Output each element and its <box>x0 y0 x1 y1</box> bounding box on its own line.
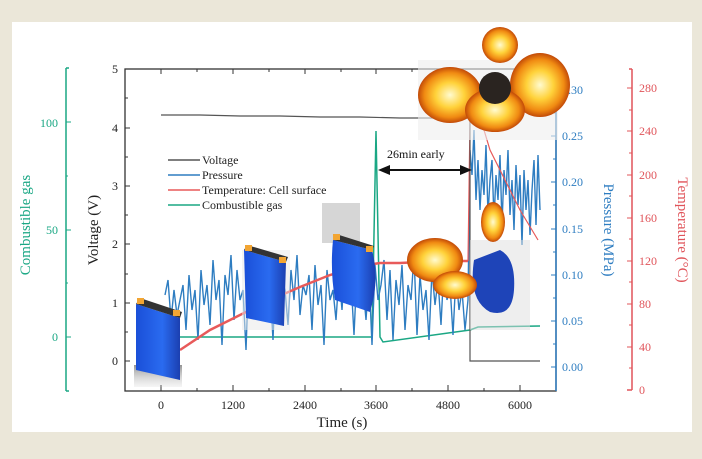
voltage-tick-4: 4 <box>112 121 118 135</box>
voltage-tick-1: 1 <box>112 296 118 310</box>
voltage-tick-3: 3 <box>112 179 118 193</box>
battery-cell-icon-4-burning <box>407 202 530 330</box>
annotation-text: 26min early <box>387 147 445 161</box>
temp-tick-200: 200 <box>639 168 657 182</box>
pressure-tick-005: 0.05 <box>562 314 583 328</box>
gas-tick-50: 50 <box>46 223 58 237</box>
temp-tick-160: 160 <box>639 211 657 225</box>
x-axis-title: Time (s) <box>317 415 368 431</box>
voltage-tick-5: 5 <box>112 62 118 76</box>
x-tick-1200: 1200 <box>221 398 245 412</box>
x-tick-6000: 6000 <box>508 398 532 412</box>
pressure-axis-title: Pressure (MPa) <box>600 184 616 277</box>
pressure-tick-0: 0.00 <box>562 360 583 374</box>
temp-tick-240: 240 <box>639 124 657 138</box>
temperature-axis-title: Temperature (°C) <box>674 177 690 282</box>
pressure-tick-015: 0.15 <box>562 222 583 236</box>
legend <box>168 159 200 206</box>
x-tick-3600: 3600 <box>364 398 388 412</box>
pressure-tick-020: 0.20 <box>562 175 583 189</box>
x-tick-2400: 2400 <box>293 398 317 412</box>
pressure-tick-010: 0.10 <box>562 268 583 282</box>
voltage-axis-title: Voltage (V) <box>86 195 102 265</box>
gas-tick-0: 0 <box>52 330 58 344</box>
gas-tick-100: 100 <box>40 116 58 130</box>
battery-cell-icon-1 <box>134 298 182 387</box>
temperature-axis <box>627 68 633 391</box>
x-tick-4800: 4800 <box>436 398 460 412</box>
gas-axis <box>65 67 71 392</box>
legend-temperature: Temperature: Cell surface <box>202 183 326 197</box>
battery-cell-icon-2 <box>242 245 290 330</box>
legend-gas: Combustible gas <box>202 198 283 212</box>
x-axis-ticks <box>160 69 521 391</box>
annotation-arrow <box>378 165 472 175</box>
temp-tick-120: 120 <box>639 254 657 268</box>
battery-cell-icon-3-swollen <box>322 203 376 312</box>
temp-tick-80: 80 <box>639 297 651 311</box>
fire-explosion-icon <box>418 27 570 140</box>
voltage-series-line <box>161 114 540 362</box>
voltage-tick-2: 2 <box>112 237 118 251</box>
x-tick-0: 0 <box>158 398 164 412</box>
gas-axis-title: Combustible gas <box>18 175 34 276</box>
pressure-tick-025: 0.25 <box>562 129 583 143</box>
legend-pressure: Pressure <box>202 168 243 182</box>
legend-voltage: Voltage <box>202 153 238 167</box>
temp-tick-0: 0 <box>639 383 645 397</box>
voltage-axis-ticks <box>125 97 130 362</box>
voltage-tick-0: 0 <box>112 354 118 368</box>
temp-tick-40: 40 <box>639 340 651 354</box>
temp-tick-280: 280 <box>639 81 657 95</box>
